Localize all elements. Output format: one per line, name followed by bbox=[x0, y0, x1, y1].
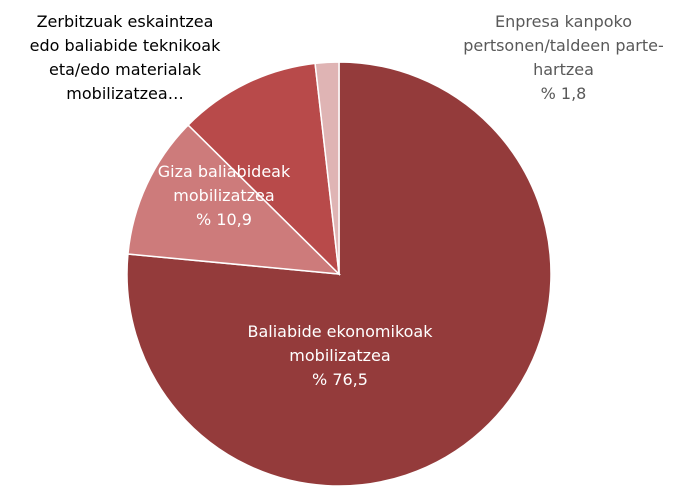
slice-label: Giza baliabideak mobilizatzea % 10,9 bbox=[154, 160, 294, 232]
category-label: Baliabide ekonomikoak mobilizatzea bbox=[247, 322, 433, 365]
value-label: % 76,5 bbox=[312, 370, 368, 389]
category-label: Giza baliabideak mobilizatzea bbox=[157, 162, 291, 205]
slice bbox=[314, 61, 340, 275]
value-label: % 10,9 bbox=[196, 210, 252, 229]
slice bbox=[187, 62, 340, 277]
category-label: Enpresa kanpoko pertsonen/taldeen parte-… bbox=[463, 12, 664, 79]
slice bbox=[127, 123, 342, 275]
slice bbox=[126, 61, 552, 486]
slice-label: Enpresa kanpoko pertsonen/taldeen parte-… bbox=[436, 10, 690, 106]
slice-label: Baliabide ekonomikoak mobilizatzea % 76,5 bbox=[225, 320, 455, 392]
value-label: % 1,8 bbox=[540, 84, 587, 103]
slice-label: Zerbitzuak eskaintzea edo baliabide tekn… bbox=[20, 10, 230, 106]
category-label: Zerbitzuak eskaintzea edo baliabide tekn… bbox=[29, 12, 221, 103]
